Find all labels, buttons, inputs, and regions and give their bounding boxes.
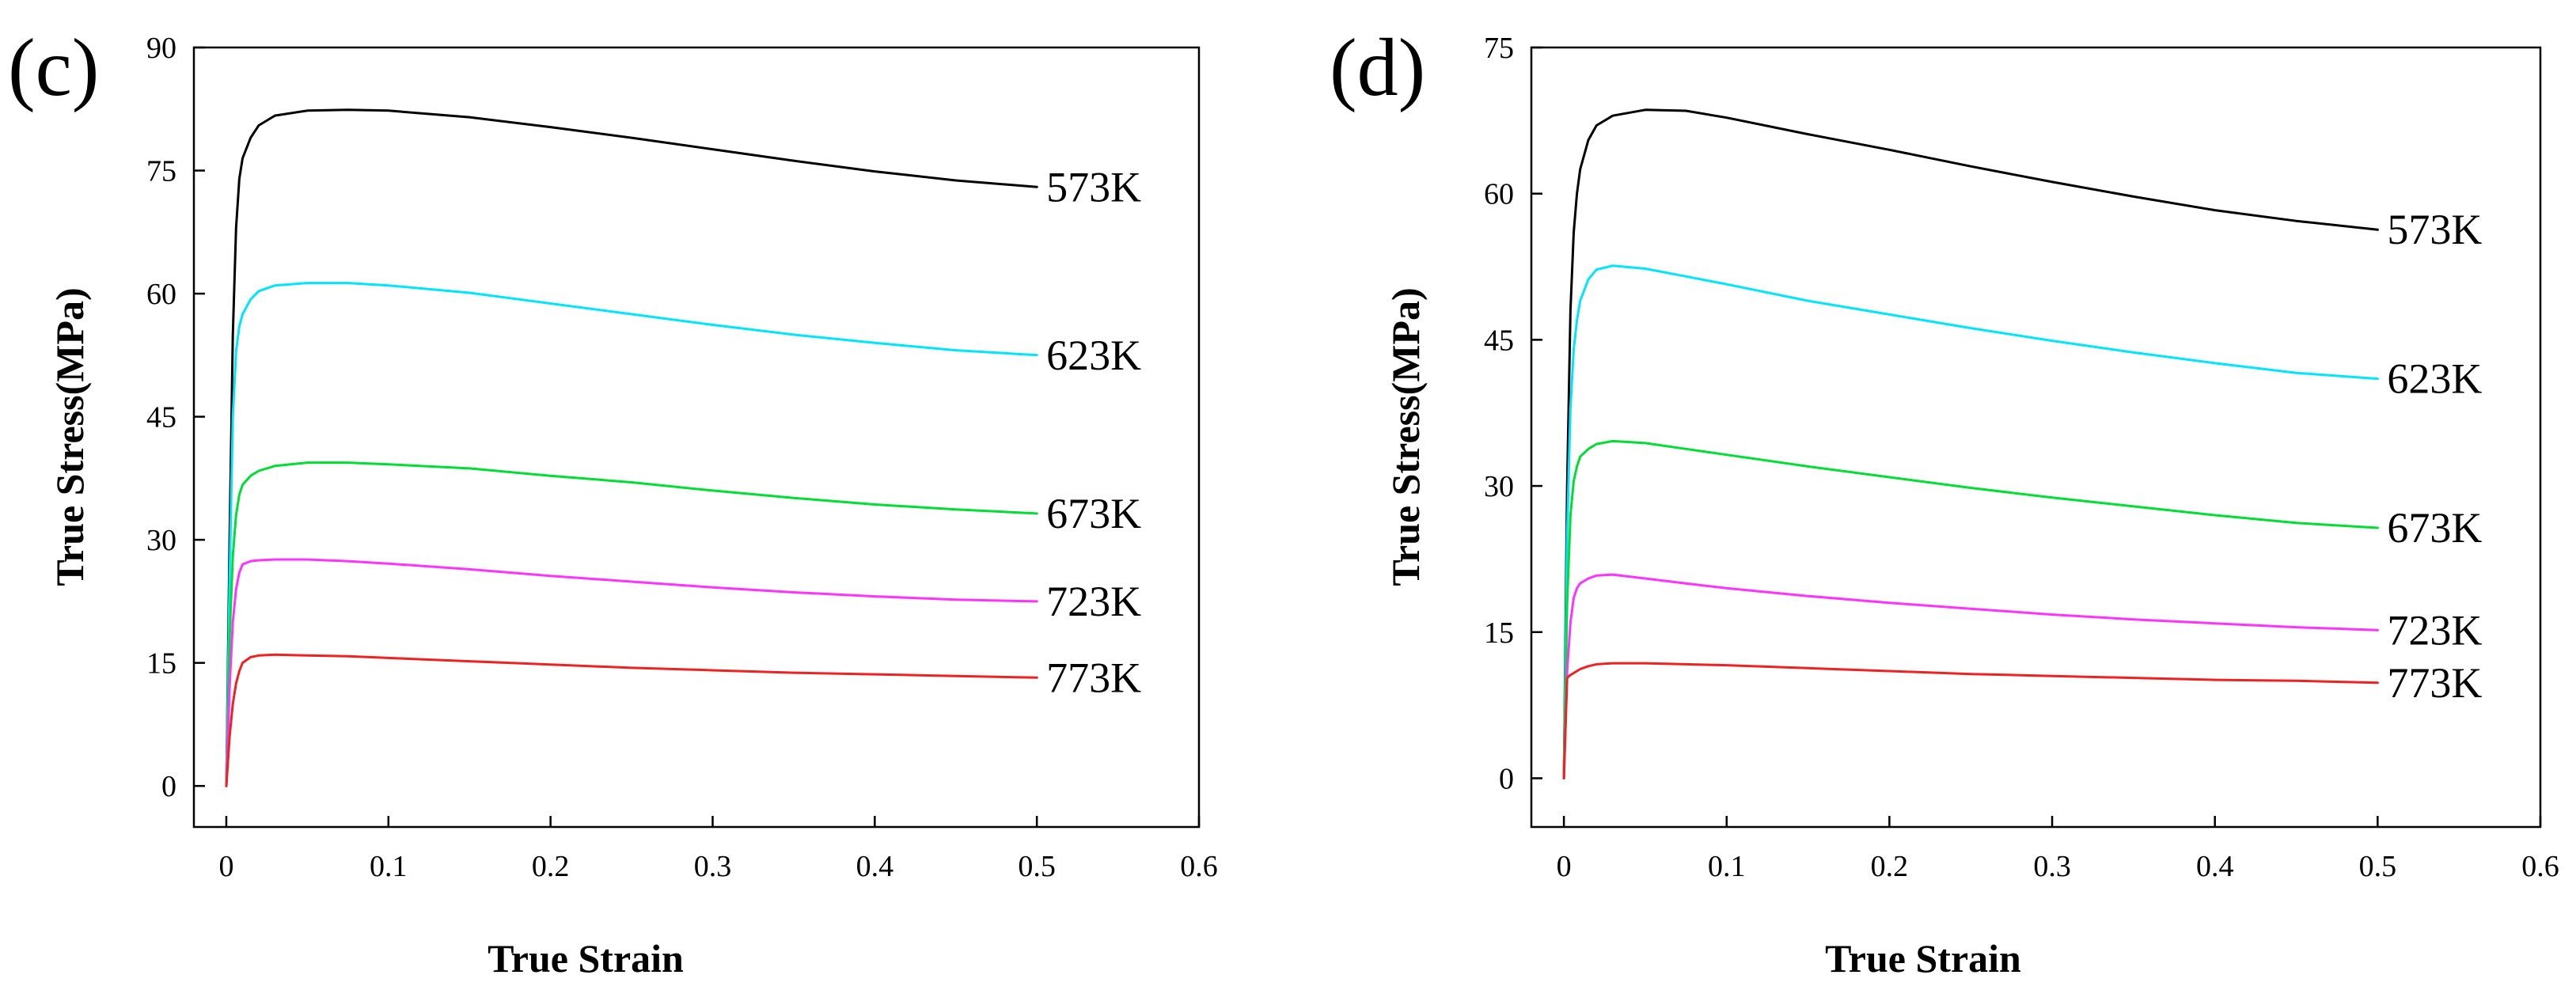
series-labels: 573K 623K 673K 723K 773K <box>1046 163 1141 701</box>
series-label-773k: 773K <box>2387 659 2482 707</box>
x-tick-label: 0.6 <box>2521 850 2559 883</box>
series-line-723k <box>225 558 1038 787</box>
series-line-723k <box>1562 573 2379 779</box>
series-line-673k <box>1562 439 2379 779</box>
x-axis-title: True Strain <box>488 936 684 981</box>
y-tick-label: 45 <box>1484 324 1514 357</box>
y-tick-label: 0 <box>161 770 176 803</box>
series-lines <box>1562 108 2379 779</box>
y-tick-label: 75 <box>146 155 176 188</box>
series-label-673k: 673K <box>2387 504 2482 552</box>
x-tick-label: 0.1 <box>1708 850 1746 883</box>
x-tick-label: 0.2 <box>1871 850 1909 883</box>
y-tick-label: 30 <box>146 524 176 557</box>
chart-panel-c: (c) 0 15 30 45 60 75 90 0 0.1 0.2 0.3 0.4 0.5 0.6 57… <box>8 22 1218 981</box>
y-axis-title: True Stress(MPa) <box>1383 287 1428 586</box>
series-label-723k: 723K <box>2387 606 2482 654</box>
series-line-623k <box>225 282 1038 787</box>
x-tick-label: 0.4 <box>856 850 894 883</box>
series-line-773k <box>225 653 1038 787</box>
series-line-623k <box>1562 264 2379 779</box>
series-label-623k: 623K <box>1046 332 1141 379</box>
series-line-773k <box>1562 662 2379 779</box>
x-tick-label: 0.4 <box>2196 850 2234 883</box>
x-axis-title: True Strain <box>1825 936 2021 981</box>
x-tick-label: 0.5 <box>2359 850 2397 883</box>
series-lines <box>225 108 1038 787</box>
x-tick-label: 0.3 <box>2033 850 2071 883</box>
series-line-573k <box>225 108 1038 787</box>
y-tick-label: 60 <box>1484 178 1514 211</box>
x-axis: 0 0.1 0.2 0.3 0.4 0.5 0.6 <box>1557 816 2559 883</box>
y-tick-label: 60 <box>146 278 176 311</box>
chart-panel-d: (d) 0 15 30 45 60 75 0 0.1 0.2 0.3 0.4 0.5 0.6 573K… <box>1330 22 2559 981</box>
y-tick-label: 45 <box>146 401 176 434</box>
x-tick-label: 0.2 <box>532 850 570 883</box>
x-tick-label: 0.3 <box>694 850 732 883</box>
series-line-573k <box>1562 108 2379 779</box>
series-label-723k: 723K <box>1046 578 1141 625</box>
x-tick-label: 0.5 <box>1018 850 1056 883</box>
series-line-673k <box>225 461 1038 787</box>
series-label-623k: 623K <box>2387 355 2482 403</box>
series-labels: 573K 623K 673K 723K 773K <box>2387 206 2482 707</box>
series-label-573k: 573K <box>2387 206 2482 253</box>
y-tick-label: 15 <box>1484 616 1514 650</box>
series-label-773k: 773K <box>1046 654 1141 701</box>
panel-label: (d) <box>1330 22 1425 113</box>
x-tick-label: 0 <box>218 850 233 883</box>
y-tick-label: 15 <box>146 647 176 681</box>
y-axis: 0 15 30 45 60 75 90 <box>146 32 205 803</box>
series-label-673k: 673K <box>1046 490 1141 537</box>
x-tick-label: 0.1 <box>370 850 408 883</box>
plot-area <box>1530 46 2542 829</box>
x-tick-label: 0.6 <box>1180 850 1218 883</box>
y-axis-title: True Stress(MPa) <box>47 287 92 586</box>
panel-label: (c) <box>8 22 99 113</box>
x-axis: 0 0.1 0.2 0.3 0.4 0.5 0.6 <box>218 816 1218 883</box>
y-tick-label: 30 <box>1484 470 1514 503</box>
y-axis: 0 15 30 45 60 75 <box>1484 32 1542 795</box>
y-tick-label: 75 <box>1484 32 1514 65</box>
y-tick-label: 0 <box>1499 762 1514 795</box>
y-tick-label: 90 <box>146 32 176 65</box>
series-label-573k: 573K <box>1046 163 1141 211</box>
plot-area <box>192 46 1201 829</box>
x-tick-label: 0 <box>1557 850 1572 883</box>
